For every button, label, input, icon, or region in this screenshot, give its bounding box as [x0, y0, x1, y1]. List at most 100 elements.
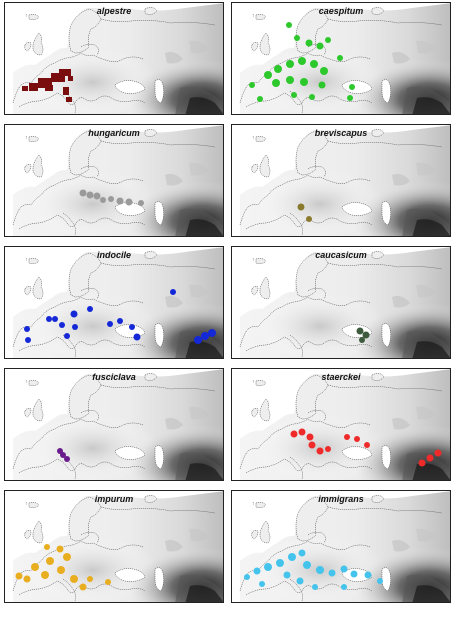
occurrence-point	[276, 559, 284, 567]
occurrence-point	[79, 189, 87, 197]
occurrence-point	[309, 94, 315, 100]
occurrence-point	[133, 333, 141, 341]
occurrence-point	[108, 196, 114, 202]
occurrence-point	[86, 191, 94, 199]
occurrence-point	[290, 430, 298, 438]
occurrence-point	[253, 567, 261, 575]
occurrence-point	[31, 563, 39, 571]
occurrence-points-indocile	[24, 289, 216, 344]
occurrence-points	[79, 189, 144, 206]
occurrence-point	[201, 332, 209, 340]
occurrence-point	[291, 92, 297, 98]
occurrence-point	[41, 571, 49, 579]
occurrence-point	[46, 316, 52, 322]
species-label: indocile	[96, 250, 131, 260]
occurrence-points	[57, 448, 70, 462]
occurrence-points-caespitum	[249, 22, 355, 102]
occurrence-point	[349, 84, 355, 90]
occurrence-points-immigrans	[244, 549, 383, 590]
occurrence-point	[87, 306, 93, 312]
occurrence-point	[274, 65, 282, 73]
occurrence-points-breviscapus	[297, 203, 312, 222]
map-panel-impurum: impurum	[4, 490, 224, 603]
occurrence-point	[79, 583, 87, 591]
occurrence-point	[298, 549, 306, 557]
occurrence-points	[24, 289, 216, 344]
occurrence-point	[70, 575, 78, 583]
map-panel-indocile: indocile	[4, 246, 224, 359]
occurrence-point	[63, 553, 71, 561]
occurrence-point	[64, 333, 70, 339]
species-label: hungaricum	[88, 128, 140, 138]
occurrence-point	[259, 581, 265, 587]
map-panel-caucasicum: caucasicum	[231, 246, 451, 359]
occurrence-point	[68, 76, 73, 81]
occurrence-point	[310, 60, 318, 68]
occurrence-point	[22, 86, 28, 91]
occurrence-points	[249, 22, 355, 102]
occurrence-point	[257, 96, 263, 102]
occurrence-point	[59, 69, 71, 76]
occurrence-point	[66, 97, 72, 102]
occurrence-point	[359, 337, 365, 343]
occurrence-point	[306, 433, 314, 441]
occurrence-point	[354, 436, 360, 442]
occurrence-point	[364, 442, 370, 448]
species-label: caespitum	[318, 6, 364, 16]
occurrence-points	[15, 544, 111, 591]
occurrence-point	[52, 316, 58, 322]
occurrence-point	[286, 76, 294, 84]
occurrence-point	[264, 71, 272, 79]
occurrence-point	[283, 571, 291, 579]
occurrence-points	[290, 428, 442, 467]
occurrence-point	[23, 575, 31, 583]
occurrence-point	[56, 545, 64, 553]
occurrence-point	[288, 553, 296, 561]
occurrence-points-fusciclava	[57, 448, 70, 462]
occurrence-point	[116, 197, 124, 205]
occurrence-point	[208, 329, 216, 337]
species-label: breviscapus	[314, 128, 368, 138]
occurrence-point	[24, 326, 30, 332]
occurrence-point	[316, 447, 324, 455]
occurrence-point	[29, 83, 38, 91]
occurrence-point	[286, 60, 294, 68]
occurrence-point	[59, 322, 65, 328]
occurrence-point	[350, 570, 358, 578]
species-label: immigrans	[318, 494, 364, 504]
occurrence-point	[286, 22, 292, 28]
occurrence-point	[298, 57, 306, 65]
occurrence-point	[296, 577, 304, 585]
occurrence-point	[44, 544, 50, 550]
occurrence-point	[129, 324, 135, 330]
occurrence-point	[316, 42, 324, 50]
occurrence-point	[60, 452, 66, 458]
occurrence-point	[244, 574, 250, 580]
occurrence-point	[38, 78, 52, 88]
occurrence-point	[341, 584, 347, 590]
occurrence-point	[70, 310, 78, 318]
occurrence-point	[344, 434, 350, 440]
occurrence-point	[93, 192, 101, 200]
map-panel-hungaricum: hungaricum	[4, 124, 224, 237]
occurrence-point	[298, 428, 306, 436]
map-panel-staerckei: staerckei	[231, 368, 451, 481]
occurrence-point	[362, 331, 370, 339]
occurrence-points-alpestre	[22, 69, 73, 102]
occurrence-points-hungaricum	[79, 189, 144, 206]
occurrence-point	[249, 82, 255, 88]
occurrence-points	[244, 549, 383, 590]
species-label: alpestre	[96, 6, 132, 16]
occurrence-point	[100, 197, 106, 203]
occurrence-point	[312, 584, 318, 590]
occurrence-points	[22, 69, 73, 102]
occurrence-point	[105, 579, 111, 585]
occurrence-point	[356, 327, 364, 335]
occurrence-points-staerckei	[290, 428, 442, 467]
occurrence-point	[325, 37, 331, 43]
occurrence-point	[51, 73, 65, 82]
occurrence-point	[272, 79, 280, 87]
occurrence-point	[320, 67, 328, 75]
occurrence-point	[418, 459, 426, 467]
